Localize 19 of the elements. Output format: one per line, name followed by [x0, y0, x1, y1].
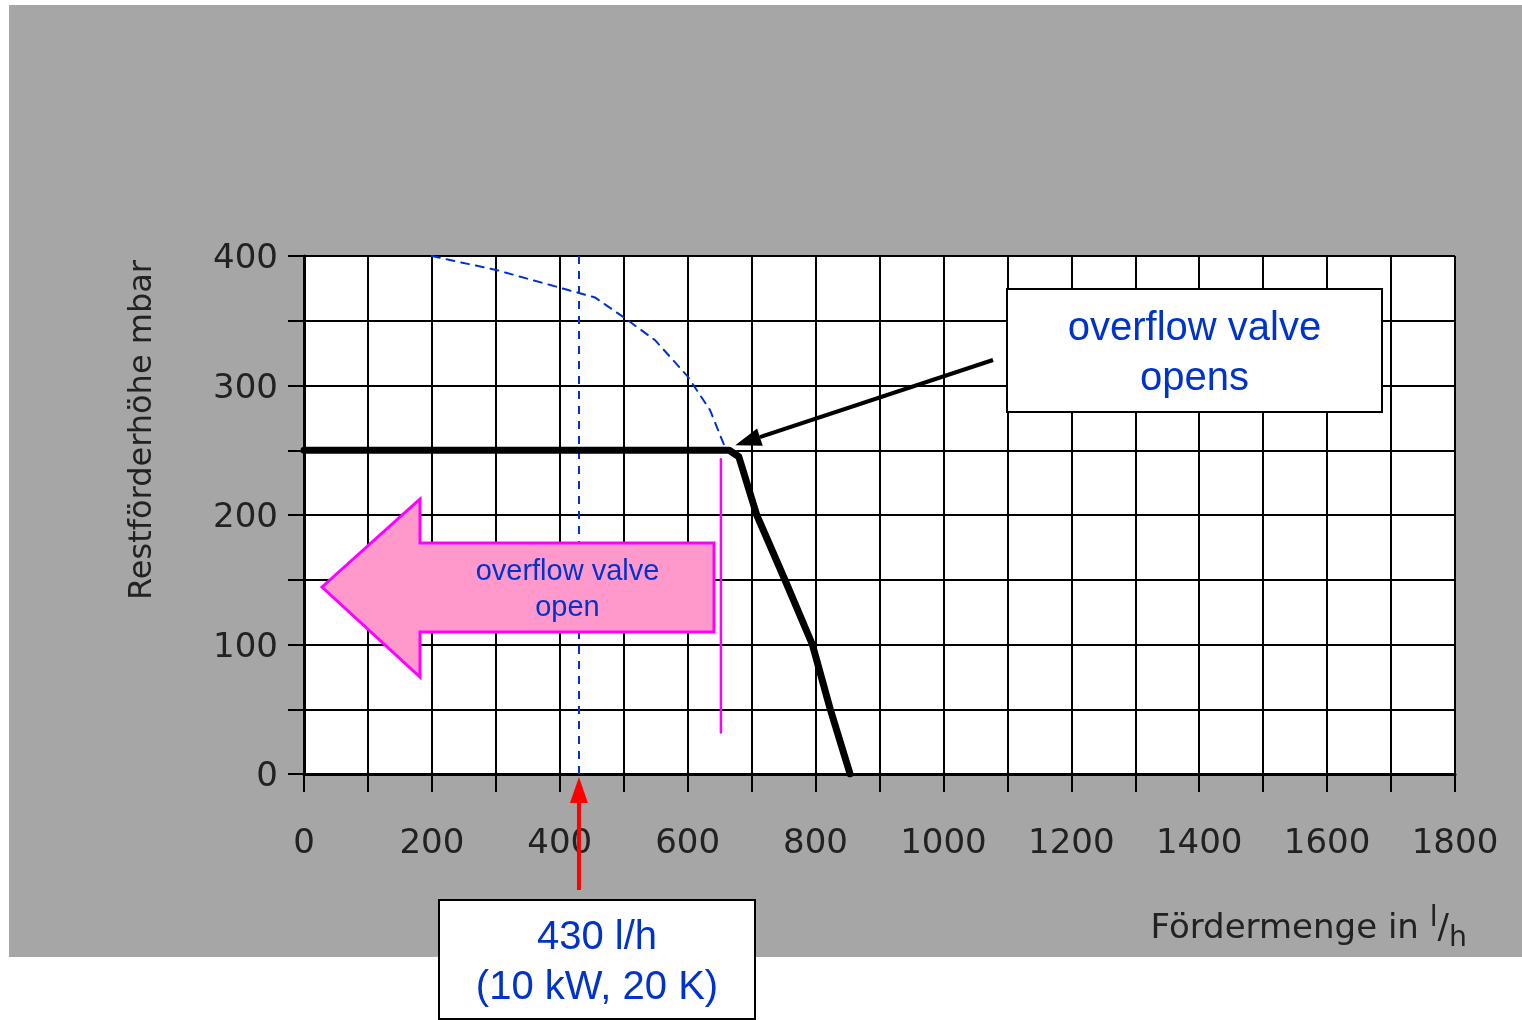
annotation: overflow valve open	[474, 552, 661, 624]
annotation: overflow valve opens	[1006, 288, 1383, 413]
y-tick-label: 100	[213, 624, 278, 665]
x-tick-label: 800	[783, 821, 849, 861]
x-tick-label: 600	[655, 821, 721, 861]
y-tick-label: 300	[213, 365, 278, 406]
y-tick-label: 400	[213, 236, 278, 276]
x-tick-label: 1000	[900, 821, 987, 861]
text: 430 l/h (10 kW, 20 K)	[438, 899, 756, 1020]
x-tick-label: 1200	[1028, 821, 1115, 861]
x-tick-label: 1800	[1411, 821, 1499, 861]
x-tick-label: 1400	[1155, 821, 1243, 861]
x-tick-label: 0	[293, 821, 315, 861]
y-tick-label: 0	[256, 754, 278, 794]
x-axis-title: Fördermenge in $^{l}$/$_{h}$	[1150, 900, 1467, 954]
x-tick-label: 1600	[1283, 821, 1371, 861]
y-tick-label: 200	[213, 495, 278, 535]
y-axis-title: Restförderhöhe mbar	[121, 260, 159, 600]
x-tick-label: 200	[399, 821, 465, 861]
